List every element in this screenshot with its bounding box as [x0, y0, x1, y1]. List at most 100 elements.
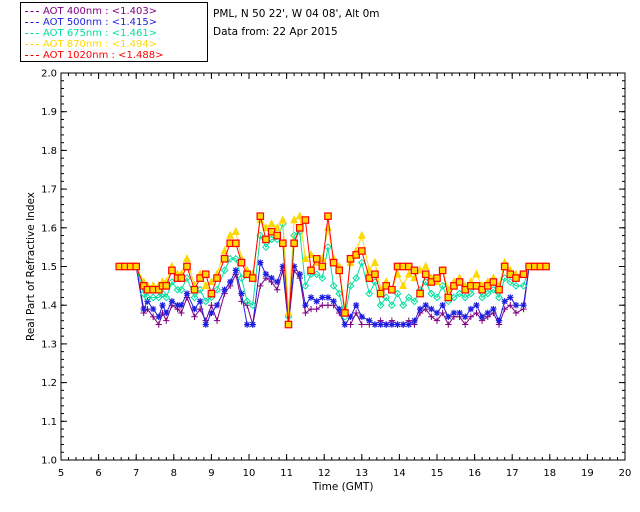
series-1-point — [268, 274, 275, 282]
legend-swatch-400nm — [25, 10, 39, 12]
series-4-point — [365, 274, 374, 282]
series-0-point — [307, 305, 315, 313]
x-tick-label: 8 — [171, 468, 177, 479]
series-3-point — [267, 219, 276, 228]
y-tick-label: 1.9 — [41, 107, 57, 118]
series-4-point — [132, 262, 141, 271]
series-1-point — [358, 313, 365, 321]
x-tick-label: 5 — [58, 468, 64, 479]
series-2-point — [346, 281, 355, 290]
series-4-point — [542, 262, 550, 271]
series-4-point — [243, 270, 251, 279]
series-4-point — [301, 216, 310, 224]
series-1-point — [221, 286, 228, 293]
series-2-point — [262, 243, 270, 252]
x-tick-label: 6 — [95, 468, 101, 479]
legend: AOT 400nm : <1.403> AOT 500nm : <1.415> … — [20, 2, 208, 62]
series-1-point — [405, 321, 412, 328]
series-2-point — [352, 274, 361, 283]
series-1-point — [383, 321, 390, 328]
series-4-point — [267, 227, 276, 236]
series-0-point — [274, 286, 281, 293]
series-2-point — [512, 281, 520, 290]
series-0-point — [439, 309, 446, 317]
series-4-point — [489, 278, 498, 286]
series-3-point — [370, 257, 379, 266]
series-1-point — [456, 309, 463, 317]
series-1-point — [366, 317, 373, 324]
series-4-point — [346, 254, 355, 263]
legend-label-1020nm: AOT 1020nm : <1.488> — [43, 50, 164, 61]
series-2-point — [478, 293, 487, 302]
series-1-point — [243, 321, 251, 328]
series-4-point — [335, 266, 344, 275]
series-1-point — [490, 305, 497, 313]
series-4-point — [388, 285, 396, 294]
series-2-point — [143, 293, 152, 302]
series-1-point — [149, 305, 157, 313]
x-tick-label: 18 — [543, 468, 556, 479]
series-3-point — [290, 215, 299, 224]
series-1-point — [388, 321, 396, 328]
series-3-point — [318, 253, 327, 262]
series-0-point — [178, 309, 185, 317]
y-tick-label: 1.1 — [41, 417, 57, 428]
series-3-point — [201, 281, 210, 290]
x-tick-label: 7 — [133, 468, 139, 479]
series-4-point — [512, 274, 520, 282]
series-2-point — [248, 301, 257, 310]
series-1-point — [428, 305, 435, 313]
series-4-point — [438, 266, 447, 275]
series-1-point — [507, 294, 514, 301]
series-1-point — [262, 271, 270, 278]
series-3-point — [472, 269, 481, 278]
series-4-point — [307, 266, 315, 275]
x-tick-label: 9 — [208, 468, 214, 479]
series-4-point — [472, 282, 481, 290]
series-1-point — [257, 259, 264, 266]
series-1-point — [445, 313, 452, 321]
series-0-point — [512, 309, 520, 317]
series-4-point — [495, 285, 503, 294]
series-1-point — [501, 298, 508, 305]
series-1-point — [484, 309, 491, 317]
legend-label-400nm: AOT 400nm : <1.403> — [43, 6, 158, 17]
series-1-point — [399, 321, 407, 328]
x-tick-label: 19 — [581, 468, 594, 479]
series-3-point — [226, 230, 235, 239]
y-tick-label: 1.5 — [41, 262, 57, 273]
y-tick-label: 1.7 — [41, 185, 57, 196]
series-0-point — [163, 317, 170, 324]
x-tick-label: 13 — [355, 468, 368, 479]
series-1-point — [183, 290, 191, 297]
legend-label-675nm: AOT 675nm : <1.461> — [43, 28, 158, 39]
legend-item-500nm: AOT 500nm : <1.415> — [25, 17, 157, 28]
series-1-point — [495, 317, 503, 324]
series-1-point — [467, 305, 475, 313]
series-4-point — [371, 270, 379, 279]
series-1-point — [313, 298, 320, 305]
series-2-point — [220, 266, 229, 275]
series-3-point — [421, 261, 430, 270]
legend-item-870nm: AOT 870nm : <1.494> — [25, 39, 157, 50]
legend-label-870nm: AOT 870nm : <1.494> — [43, 39, 158, 50]
series-4-point — [273, 231, 282, 240]
series-1-point — [341, 321, 349, 328]
series-2-point — [365, 289, 374, 298]
series-4-point — [421, 270, 430, 279]
series-2-point — [243, 297, 252, 306]
series-1-point — [191, 305, 198, 313]
legend-swatch-675nm — [25, 32, 39, 34]
series-1-point — [394, 321, 401, 328]
series-1-point — [213, 302, 221, 309]
legend-item-675nm: AOT 675nm : <1.461> — [25, 28, 157, 39]
x-tick-label: 16 — [468, 468, 481, 479]
series-2-point — [177, 285, 186, 294]
y-tick-label: 1.2 — [41, 378, 57, 389]
series-3-point — [301, 253, 310, 262]
series-1-point — [439, 302, 446, 309]
series-4-point — [279, 239, 287, 248]
series-1-point — [274, 278, 281, 286]
series-1-point — [163, 309, 170, 317]
series-3-point — [357, 230, 366, 239]
